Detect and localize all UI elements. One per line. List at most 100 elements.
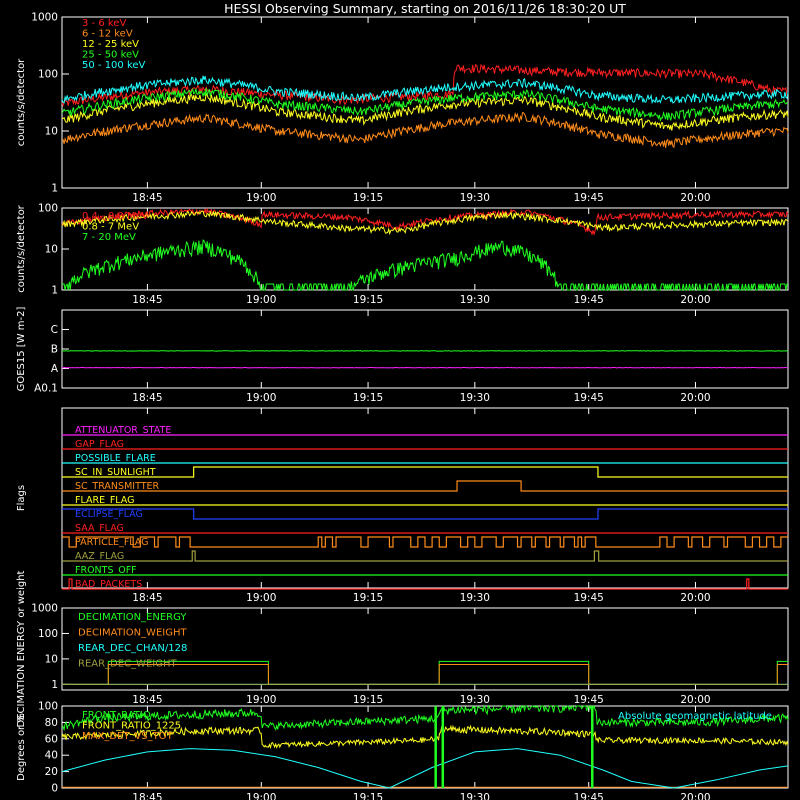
chart-panel1: 18:45 19:00 19:15 19:30 19:45 20:00 counts/s/d… [16, 12, 789, 204]
series-line-3 [61, 748, 789, 789]
time-tick-label: 18:45 [132, 192, 162, 204]
flag-label: PARTICLE_FLAG [75, 537, 148, 548]
time-tick-label: 19:45 [574, 592, 604, 604]
y-tick-label: 1 [51, 183, 58, 195]
time-tick-label: 19:15 [353, 694, 383, 706]
y-tick-label: C [51, 324, 58, 336]
chart-decimation: 18:45 19:00 19:15 19:30 19:45 20:00 DECIMATION… [16, 570, 789, 727]
flag-label: AAZ_FLAG [75, 551, 124, 562]
time-tick-label: 18:45 [132, 592, 162, 604]
legend-entry: 6 - 12 keV [82, 29, 133, 40]
legend-entry: REAR_DEC_WEIGHT [78, 659, 177, 670]
y-tick-label: 1 [51, 679, 58, 691]
time-tick-label: 20:00 [680, 192, 710, 204]
y-tick-label: 60 [45, 733, 58, 745]
time-tick-label: 19:30 [460, 792, 490, 800]
chart-panel2: 18:45 19:00 19:15 19:30 19:45 20:00 counts/s/d… [16, 203, 789, 306]
series-line-0 [61, 704, 789, 732]
series-line-3 [61, 87, 789, 122]
series-line-4 [61, 75, 789, 105]
time-tick-label: 19:30 [460, 694, 490, 706]
legend-entry: DECIMATION_ENERGY [78, 612, 187, 623]
time-tick-label: 19:45 [574, 294, 604, 306]
time-tick-label: 18:45 [132, 792, 162, 800]
time-tick-label: 19:45 [574, 392, 604, 404]
series-line-1 [61, 724, 789, 750]
time-tick-label: 20:00 [680, 392, 710, 404]
series-line-2 [62, 239, 788, 291]
flag-label: GAP_FLAG [75, 439, 124, 450]
legend-entry: FRONT_RATIO_1225 [82, 721, 181, 732]
time-tick-label: 19:30 [460, 192, 490, 204]
time-tick-label: 20:00 [680, 592, 710, 604]
time-tick-label: 19:45 [574, 192, 604, 204]
y-tick-label: 10 [45, 126, 58, 138]
y-tick-label: 1000 [31, 603, 58, 615]
time-tick-label: 19:45 [574, 694, 604, 706]
time-tick-label: 19:15 [353, 792, 383, 800]
flag-label: ECLIPSE_FLAG [75, 509, 143, 520]
y-tick-label: 10 [45, 244, 58, 256]
time-tick-label: 19:00 [246, 694, 276, 706]
panels: 18:45 19:00 19:15 19:30 19:45 20:00 counts/s/d… [16, 12, 789, 800]
y-tick-label: A0.1 [34, 383, 58, 395]
y-tick-label: 100 [38, 628, 58, 640]
flag-line [62, 578, 788, 590]
legend-entry: REAR_DEC_CHAN/128 [78, 643, 187, 654]
legend-entry: 12 - 25 keV [82, 39, 139, 50]
series-line-1 [62, 664, 788, 685]
legend-entry: 7 - 20 MeV [82, 232, 136, 243]
legend-entry: 0.4 - 0.8 MeV [82, 211, 149, 222]
y-tick-label: B [51, 344, 58, 356]
flag-line [62, 508, 788, 520]
time-tick-label: 19:15 [353, 392, 383, 404]
series-line-1 [61, 366, 789, 369]
time-tick-label: 19:15 [353, 592, 383, 604]
legend-entry: DECIMATION_WEIGHT [78, 628, 187, 639]
flag-line [62, 550, 788, 562]
y-tick-label: 40 [45, 750, 58, 762]
chart-flags: 18:45 19:00 19:15 19:30 19:45 20:00 Flags ATTEN… [16, 407, 789, 604]
time-tick-label: 19:00 [246, 294, 276, 306]
series-line-1 [61, 111, 789, 149]
y-tick-label: 20 [45, 766, 58, 778]
time-tick-label: 19:30 [460, 392, 490, 404]
time-tick-label: 20:00 [680, 792, 710, 800]
time-tick-label: 19:30 [460, 294, 490, 306]
time-tick-label: 18:45 [132, 694, 162, 706]
time-tick-label: 20:00 [680, 694, 710, 706]
chart-panel3: 18:45 19:00 19:15 19:30 19:45 20:00 GOES15 [W … [16, 307, 789, 404]
time-tick-label: 19:30 [460, 592, 490, 604]
flag-line [62, 536, 788, 548]
series-line-2 [61, 93, 789, 131]
flag-label: SC_IN_SUNLIGHT [75, 467, 156, 478]
plot-title: HESSI Observing Summary, starting on 201… [224, 1, 626, 16]
legend-entry: MAX_DET_VS_TOT [82, 731, 174, 742]
plot-frame [61, 705, 789, 789]
time-tick-label: 18:45 [132, 392, 162, 404]
legend-entry: FRONT_RATIO [82, 710, 151, 721]
legend-entry: 25 - 50 keV [82, 50, 139, 61]
flag-label: FRONTS_OFF [75, 565, 137, 576]
y-tick-label: 1000 [31, 12, 58, 24]
time-tick-label: 19:45 [574, 792, 604, 800]
y-tick-label: 1 [51, 285, 58, 297]
y-axis-label: DECIMATION ENERGY or weight [16, 570, 27, 727]
legend-entry: 3 - 6 keV [82, 18, 126, 29]
time-tick-label: 19:00 [246, 392, 276, 404]
flag-label: FLARE_FLAG [75, 495, 135, 506]
y-tick-label: A [51, 363, 59, 375]
time-tick-label: 20:00 [680, 294, 710, 306]
chart-ratios: 18:45 19:00 19:15 19:30 19:45 20:00 Degrees or… [16, 701, 789, 800]
time-tick-label: 19:00 [246, 792, 276, 800]
y-tick-label: 10 [45, 653, 58, 665]
time-tick-label: 19:00 [246, 592, 276, 604]
series-line-0 [61, 63, 789, 107]
flag-label: SAA_FLAG [75, 523, 124, 534]
flag-label: POSSIBLE_FLARE [75, 453, 156, 464]
plot-frame [61, 407, 789, 589]
flag-line [62, 480, 788, 492]
series-line-0 [61, 207, 789, 236]
